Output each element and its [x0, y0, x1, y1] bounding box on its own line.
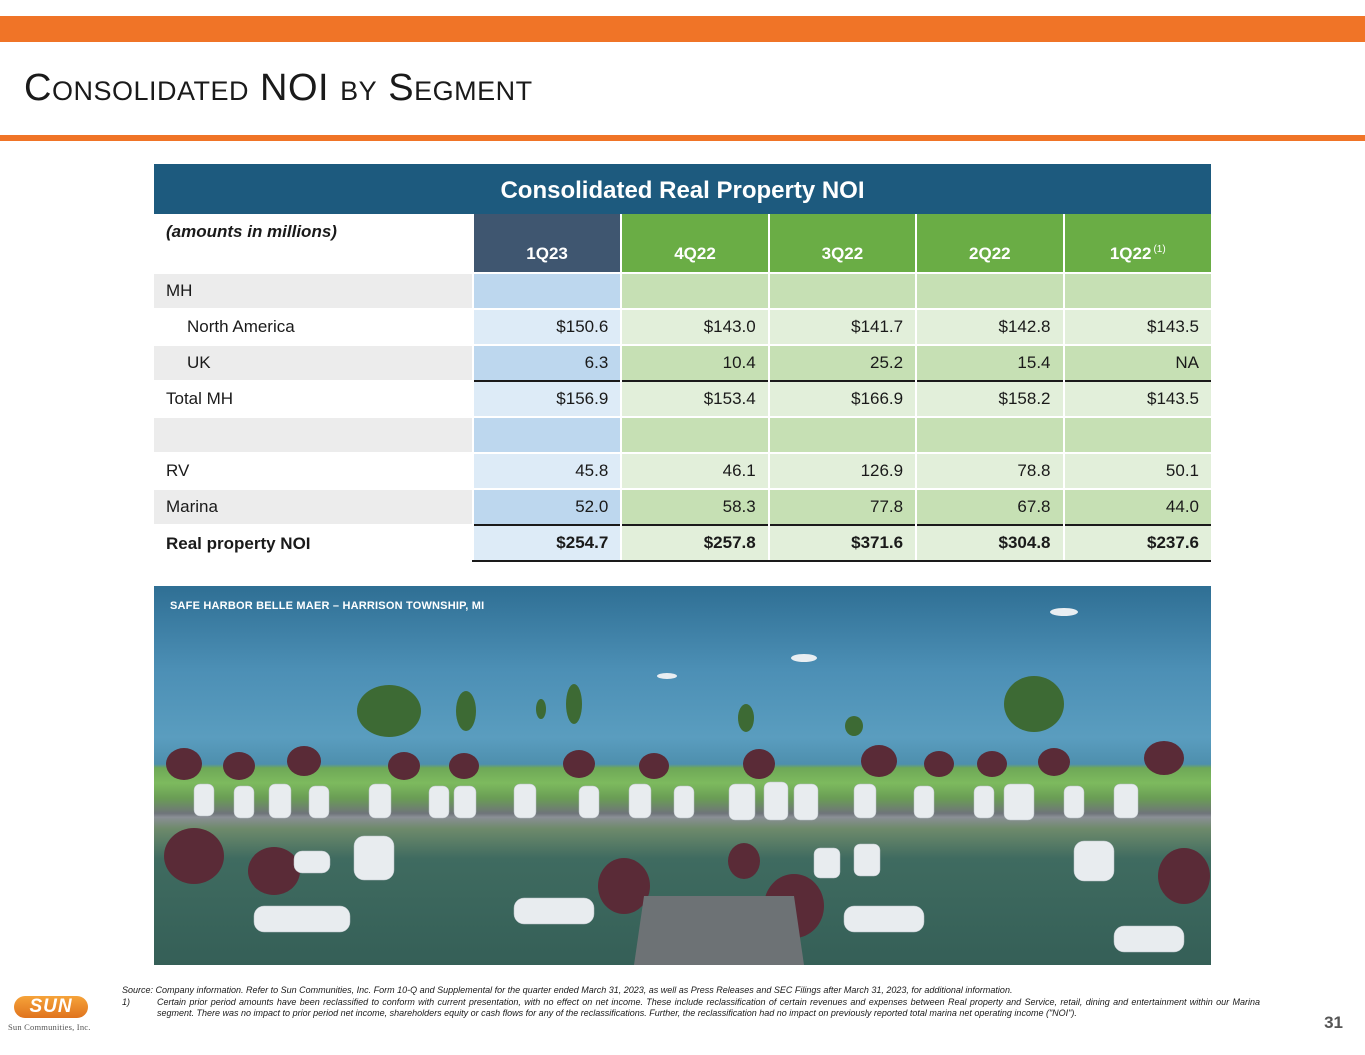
cell-value: $158.2 — [915, 380, 1064, 417]
table-row-total: Real property NOI $254.7 $257.8 $371.6 $… — [154, 524, 1211, 562]
top-accent-band — [0, 16, 1365, 42]
cell-value: 44.0 — [1062, 488, 1211, 525]
footnote-1-marker: 1) — [122, 996, 131, 1007]
noi-table-panel: Consolidated Real Property NOI (amounts … — [154, 164, 1211, 562]
row-label: Real property NOI — [154, 524, 473, 561]
cell-value: $141.7 — [767, 308, 917, 345]
cell-value — [915, 272, 1064, 309]
row-label: UK — [154, 344, 473, 381]
cell-value — [915, 416, 1064, 453]
cell-value: 45.8 — [471, 452, 622, 489]
company-logo: SUN Sun Communities, Inc. — [8, 996, 116, 1036]
cell-value: $254.7 — [471, 524, 622, 562]
footnote-1: 1) Certain prior period amounts have bee… — [122, 997, 1260, 1020]
amounts-note: (amounts in millions) — [154, 214, 473, 273]
cell-value: 10.4 — [620, 344, 769, 381]
table-title: Consolidated Real Property NOI — [154, 164, 1211, 214]
cell-value: $142.8 — [915, 308, 1064, 345]
cell-value: $143.5 — [1062, 380, 1211, 417]
cell-value: $150.6 — [471, 308, 622, 345]
cell-value: 126.9 — [767, 452, 917, 489]
column-header-1q23: 1Q23 — [471, 214, 622, 273]
row-label: RV — [154, 452, 473, 489]
logo-name: Sun Communities, Inc. — [8, 1022, 91, 1032]
table-row: Marina 52.0 58.3 77.8 67.8 44.0 — [154, 488, 1211, 525]
cell-value — [620, 272, 769, 309]
cell-value: $143.0 — [620, 308, 769, 345]
table-row: North America $150.6 $143.0 $141.7 $142.… — [154, 308, 1211, 345]
column-header-2q22: 2Q22 — [915, 214, 1064, 273]
cell-value — [767, 272, 917, 309]
footnote-marker: (1) — [1153, 244, 1166, 256]
photo-caption: SAFE HARBOR BELLE MAER – HARRISON TOWNSH… — [170, 600, 485, 612]
footnotes: Source: Company information. Refer to Su… — [122, 985, 1260, 1020]
column-header-3q22: 3Q22 — [767, 214, 917, 273]
cell-value — [767, 416, 917, 453]
cell-value: $156.9 — [471, 380, 622, 417]
cell-value: 15.4 — [915, 344, 1064, 381]
cell-value: 67.8 — [915, 488, 1064, 525]
column-header-1q22: 1Q22 (1) — [1062, 214, 1211, 273]
cell-value — [1062, 416, 1211, 453]
row-label: Marina — [154, 488, 473, 525]
cell-value: $371.6 — [767, 524, 917, 562]
slide-title: Consolidated NOI by Segment — [24, 67, 533, 109]
table-row: RV 45.8 46.1 126.9 78.8 50.1 — [154, 452, 1211, 489]
table-row: MH — [154, 272, 1211, 309]
cell-value: $237.6 — [1062, 524, 1211, 562]
row-label: North America — [154, 308, 473, 345]
source-note: Source: Company information. Refer to Su… — [122, 985, 1013, 995]
logo-mark: SUN — [14, 996, 88, 1018]
cell-value: 46.1 — [620, 452, 769, 489]
cell-value: $304.8 — [915, 524, 1064, 562]
marina-photo: SAFE HARBOR BELLE MAER – HARRISON TOWNSH… — [154, 586, 1211, 965]
title-divider — [0, 135, 1365, 141]
cell-value: 78.8 — [915, 452, 1064, 489]
cell-value: $257.8 — [620, 524, 769, 562]
cell-value: NA — [1062, 344, 1211, 381]
cell-value — [1062, 272, 1211, 309]
cell-value — [620, 416, 769, 453]
cell-value: 25.2 — [767, 344, 917, 381]
footnote-1-text: Certain prior period amounts have been r… — [157, 996, 1260, 1019]
table-row — [154, 416, 1211, 453]
cell-value: 77.8 — [767, 488, 917, 525]
page-number: 31 — [1324, 1013, 1343, 1032]
table-row: Total MH $156.9 $153.4 $166.9 $158.2 $14… — [154, 380, 1211, 417]
marina-photo-illustration — [164, 608, 1210, 965]
noi-table: (amounts in millions) 1Q23 4Q22 3Q22 2Q2… — [154, 214, 1211, 562]
row-label: Total MH — [154, 380, 473, 417]
table-row: UK 6.3 10.4 25.2 15.4 NA — [154, 344, 1211, 381]
cell-value: $143.5 — [1062, 308, 1211, 345]
table-header-row: (amounts in millions) 1Q23 4Q22 3Q22 2Q2… — [154, 214, 1211, 273]
cell-value: 50.1 — [1062, 452, 1211, 489]
row-label — [154, 416, 473, 453]
cell-value: $166.9 — [767, 380, 917, 417]
cell-value: 58.3 — [620, 488, 769, 525]
column-header-1q22-label: 1Q22 — [1109, 244, 1152, 263]
cell-value: $153.4 — [620, 380, 769, 417]
row-label: MH — [154, 272, 473, 309]
cell-value — [471, 416, 622, 453]
cell-value: 6.3 — [471, 344, 622, 381]
cell-value: 52.0 — [471, 488, 622, 525]
column-header-4q22: 4Q22 — [620, 214, 769, 273]
cell-value — [471, 272, 622, 309]
